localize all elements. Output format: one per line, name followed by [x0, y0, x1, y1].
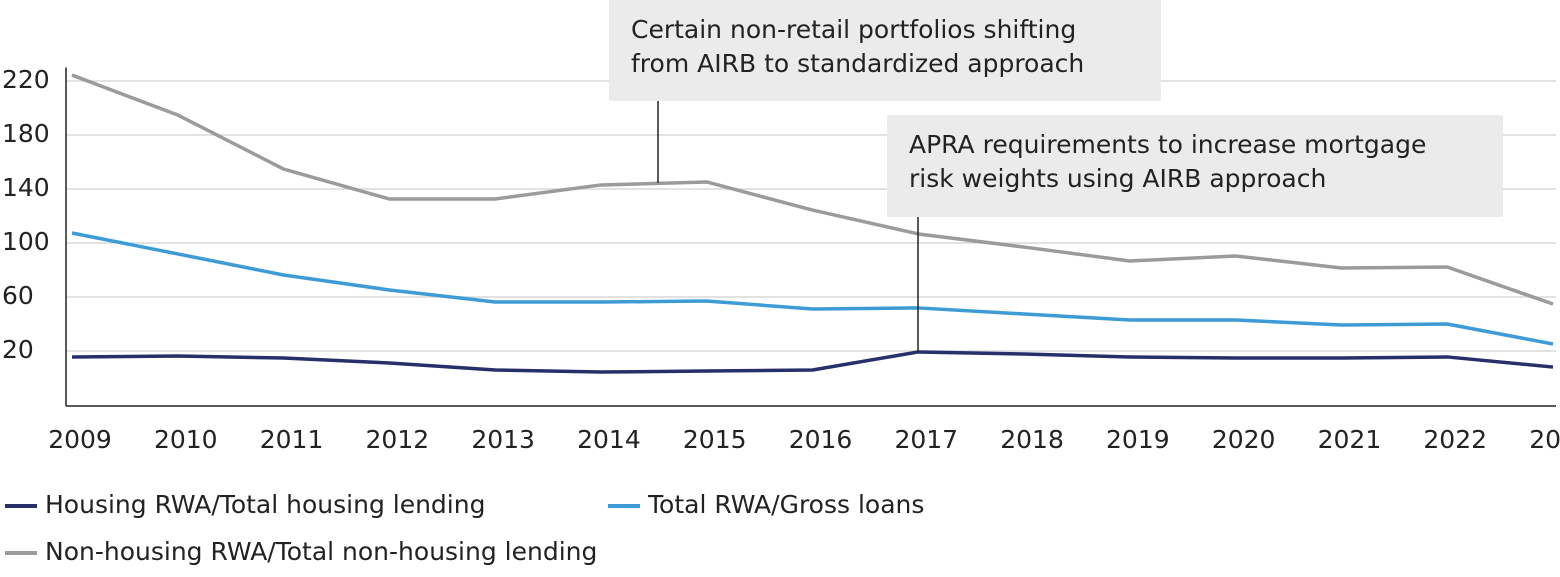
legend-label: Total RWA/Gross loans	[647, 490, 924, 519]
x-tick-label: 2015	[683, 425, 747, 454]
x-tick-label: 2020	[1212, 425, 1276, 454]
series-line	[71, 350, 1554, 374]
annotation-text: risk weights using AIRB approach	[909, 164, 1326, 193]
annotation-box	[887, 115, 1503, 217]
x-tick-label: 2011	[260, 425, 324, 454]
x-tick-label: 2010	[154, 425, 218, 454]
x-tick-label: 2012	[366, 425, 430, 454]
x-tick-label: 2018	[1000, 425, 1064, 454]
y-tick-label: 20	[2, 335, 34, 364]
y-tick-label: 180	[2, 119, 50, 148]
x-tick-label: 2013	[471, 425, 535, 454]
series-line	[71, 231, 1554, 346]
y-tick-label: 60	[2, 281, 34, 310]
y-tick-label: 220	[2, 65, 50, 94]
x-tick-label: 2022	[1423, 425, 1487, 454]
x-tick-label: 2016	[789, 425, 853, 454]
annotation-text: APRA requirements to increase mortgage	[909, 130, 1426, 159]
x-tick-label: 2019	[1106, 425, 1170, 454]
x-tick-label: 2021	[1318, 425, 1382, 454]
x-tick-label: 2009	[48, 425, 112, 454]
legend-label: Housing RWA/Total housing lending	[45, 490, 485, 519]
annotation-text: Certain non-retail portfolios shifting	[631, 15, 1076, 44]
x-tick-label: 2017	[894, 425, 958, 454]
x-tick-label: 2014	[577, 425, 641, 454]
annotation-box	[609, 0, 1161, 101]
x-tick-label: 2023	[1529, 425, 1560, 454]
y-tick-label: 140	[2, 173, 50, 202]
series-line	[71, 73, 1554, 306]
y-tick-label: 100	[2, 227, 50, 256]
annotation-text: from AIRB to standardized approach	[631, 49, 1084, 78]
legend-label: Non-housing RWA/Total non-housing lendin…	[45, 537, 597, 566]
